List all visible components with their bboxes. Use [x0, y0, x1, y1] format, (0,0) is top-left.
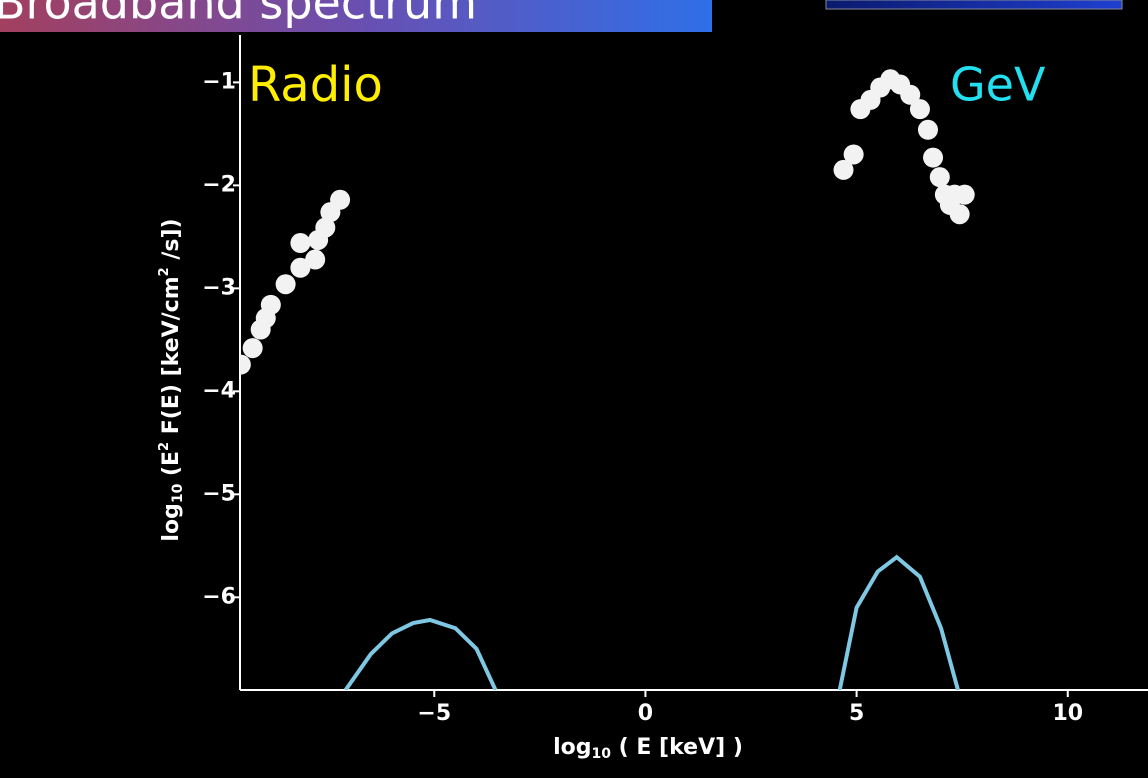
- model-curve: [837, 554, 960, 690]
- data-point: [833, 159, 854, 180]
- data-point: [290, 257, 311, 278]
- data-point: [909, 99, 930, 120]
- y-label-part: (E: [159, 451, 184, 484]
- y-tick-label: −6: [202, 584, 236, 609]
- data-point: [949, 204, 970, 225]
- data-point: [290, 233, 311, 254]
- data-point: [843, 144, 864, 165]
- x-tick-label: 10: [1052, 701, 1083, 726]
- y-label-sup: 2: [157, 442, 172, 451]
- y-label-part: /s]): [159, 218, 184, 267]
- data-point: [242, 338, 263, 359]
- thumbnail: [825, 0, 1123, 10]
- y-label-sub: 10: [170, 483, 186, 503]
- title-banner: [0, 0, 712, 32]
- y-tick-label: −2: [202, 172, 236, 197]
- y-tick-label: −3: [202, 275, 236, 300]
- data-point: [260, 294, 281, 315]
- plot-area: [240, 69, 975, 690]
- annotation-radio: Radio: [248, 57, 383, 113]
- y-label-part: F(E) [keV/cm: [159, 276, 184, 442]
- data-point: [917, 119, 938, 140]
- data-point: [305, 249, 326, 270]
- data-point: [923, 147, 944, 168]
- data-point: [330, 189, 351, 210]
- y-label-part: log: [159, 503, 184, 541]
- annotation-gev: GeV: [950, 58, 1046, 112]
- x-tick-label: 5: [849, 701, 864, 726]
- data-point: [929, 167, 950, 188]
- y-label-sup: 2: [157, 267, 172, 276]
- y-axis-label: log10 (E2 F(E) [keV/cm2 /s]): [157, 218, 187, 541]
- y-tick-label: −4: [202, 378, 236, 403]
- x-tick-label: −5: [417, 701, 451, 726]
- data-point: [900, 84, 921, 105]
- x-label-part: ( E [keV] ): [611, 735, 743, 760]
- x-tick-label: 0: [638, 701, 653, 726]
- title: Broadband spectrum: [0, 0, 477, 30]
- model-curve: [343, 617, 498, 690]
- y-tick-label: −5: [202, 481, 236, 506]
- data-point: [954, 184, 975, 205]
- y-tick-label: −1: [202, 69, 236, 94]
- data-point: [315, 217, 336, 238]
- x-axis-label: log10 ( E [keV] ): [553, 735, 743, 762]
- x-label-sub: 10: [592, 746, 612, 762]
- x-label-part: log: [553, 735, 591, 760]
- data-point: [275, 274, 296, 295]
- data-point: [240, 354, 251, 375]
